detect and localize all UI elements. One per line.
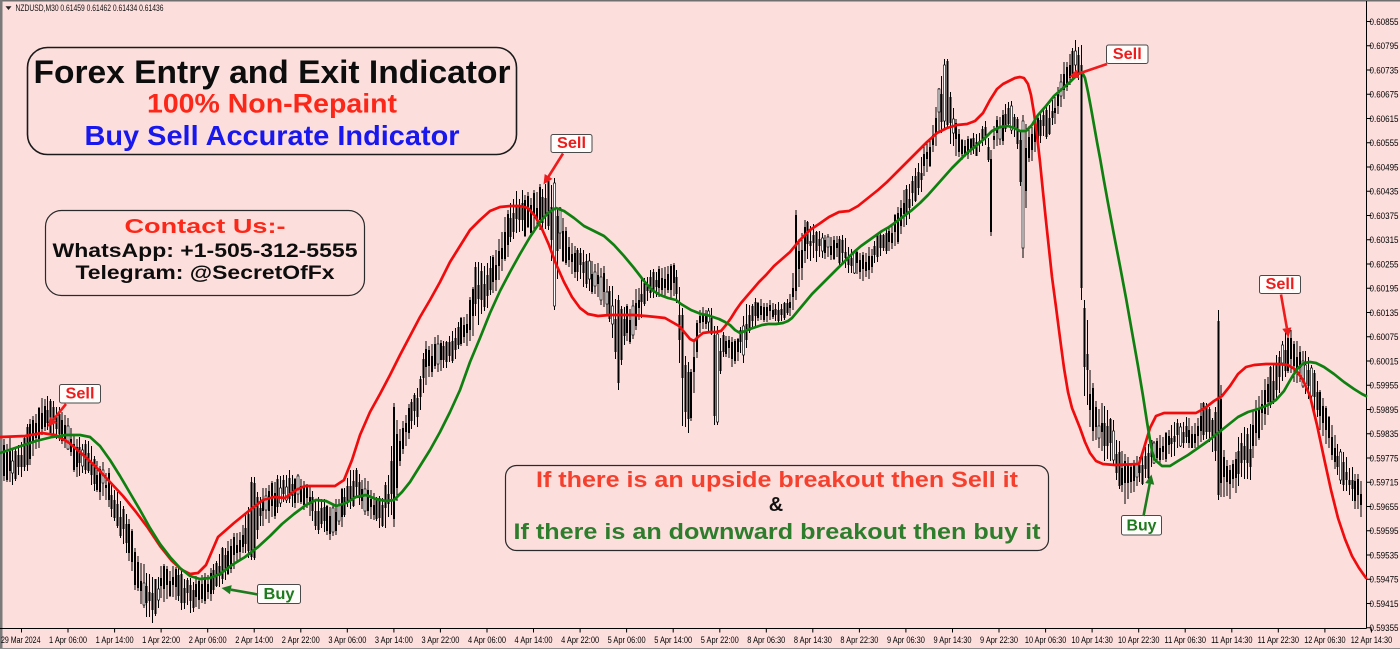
svg-text:Sell: Sell (66, 386, 95, 403)
svg-text:5 Apr 14:00: 5 Apr 14:00 (654, 635, 692, 646)
svg-text:0.59655: 0.59655 (1370, 502, 1399, 513)
svg-text:9 Apr 14:30: 9 Apr 14:30 (934, 635, 972, 646)
svg-text:0.59955: 0.59955 (1370, 381, 1399, 392)
svg-text:If there is an upside breakout: If there is an upside breakout then Sell… (536, 467, 1019, 492)
svg-text:0.60315: 0.60315 (1370, 235, 1399, 246)
svg-text:9 Apr 06:30: 9 Apr 06:30 (887, 635, 925, 646)
svg-text:0.59595: 0.59595 (1370, 526, 1399, 537)
svg-text:0.60075: 0.60075 (1370, 332, 1399, 343)
svg-text:0.59775: 0.59775 (1370, 453, 1399, 464)
svg-text:11 Apr 22:30: 11 Apr 22:30 (1258, 635, 1299, 646)
svg-text:Telegram: @SecretOfFx: Telegram: @SecretOfFx (76, 263, 336, 284)
svg-text:1 Apr 06:00: 1 Apr 06:00 (49, 635, 87, 646)
svg-text:4 Apr 06:00: 4 Apr 06:00 (468, 635, 506, 646)
svg-text:Sell: Sell (1266, 276, 1295, 293)
svg-text:0.60855: 0.60855 (1370, 17, 1399, 28)
svg-text:4 Apr 22:00: 4 Apr 22:00 (561, 635, 599, 646)
svg-text:&: & (769, 494, 783, 516)
svg-text:0.59535: 0.59535 (1370, 550, 1399, 561)
svg-text:0.60135: 0.60135 (1370, 308, 1399, 319)
svg-text:8 Apr 22:30: 8 Apr 22:30 (840, 635, 878, 646)
svg-text:0.60375: 0.60375 (1370, 211, 1399, 222)
svg-text:100% Non-Repaint: 100% Non-Repaint (147, 89, 397, 119)
svg-text:0.60255: 0.60255 (1370, 259, 1399, 270)
svg-text:0.60675: 0.60675 (1370, 90, 1399, 101)
svg-text:11 Apr 14:30: 11 Apr 14:30 (1211, 635, 1252, 646)
svg-text:WhatsApp: +1-505-312-5555: WhatsApp: +1-505-312-5555 (53, 241, 359, 262)
svg-text:Buy Sell Accurate Indicator: Buy Sell Accurate Indicator (85, 120, 460, 151)
svg-text:0.60795: 0.60795 (1370, 41, 1399, 52)
svg-text:Contact Us:-: Contact Us:- (125, 216, 286, 238)
svg-text:2 Apr 14:00: 2 Apr 14:00 (235, 635, 273, 646)
svg-text:1 Apr 14:00: 1 Apr 14:00 (96, 635, 134, 646)
svg-text:0.59895: 0.59895 (1370, 405, 1399, 416)
svg-text:0.60015: 0.60015 (1370, 356, 1399, 367)
svg-text:0.59835: 0.59835 (1370, 429, 1399, 440)
svg-text:12 Apr 14:30: 12 Apr 14:30 (1351, 635, 1392, 646)
svg-text:Buy: Buy (1127, 518, 1157, 535)
svg-text:10 Apr 06:30: 10 Apr 06:30 (1025, 635, 1066, 646)
svg-text:0.60735: 0.60735 (1370, 65, 1399, 76)
svg-text:Forex Entry and Exit Indicator: Forex Entry and Exit Indicator (34, 54, 511, 90)
svg-text:2 Apr 22:00: 2 Apr 22:00 (282, 635, 320, 646)
svg-text:4 Apr 14:00: 4 Apr 14:00 (515, 635, 553, 646)
svg-text:0.60435: 0.60435 (1370, 187, 1399, 198)
svg-text:0.60495: 0.60495 (1370, 162, 1399, 173)
svg-text:3 Apr 14:00: 3 Apr 14:00 (375, 635, 413, 646)
svg-text:0.60555: 0.60555 (1370, 138, 1399, 149)
svg-text:0.60195: 0.60195 (1370, 284, 1399, 295)
svg-text:Sell: Sell (1113, 46, 1142, 63)
svg-text:9 Apr 22:30: 9 Apr 22:30 (980, 635, 1018, 646)
svg-text:If there is an downward breako: If there is an downward breakout then bu… (514, 519, 1042, 544)
svg-text:12 Apr 06:30: 12 Apr 06:30 (1304, 635, 1345, 646)
svg-text:0.59715: 0.59715 (1370, 478, 1399, 489)
svg-text:5 Apr 22:00: 5 Apr 22:00 (701, 635, 739, 646)
svg-text:5 Apr 06:00: 5 Apr 06:00 (608, 635, 646, 646)
svg-text:1 Apr 22:00: 1 Apr 22:00 (142, 635, 180, 646)
svg-text:3 Apr 06:00: 3 Apr 06:00 (328, 635, 366, 646)
svg-text:8 Apr 14:30: 8 Apr 14:30 (794, 635, 832, 646)
svg-text:2 Apr 06:00: 2 Apr 06:00 (189, 635, 227, 646)
svg-text:Sell: Sell (557, 135, 586, 152)
svg-text:0.59355: 0.59355 (1370, 623, 1399, 634)
svg-text:0.60615: 0.60615 (1370, 114, 1399, 125)
svg-text:Buy: Buy (264, 586, 295, 603)
svg-text:0.59475: 0.59475 (1370, 575, 1399, 586)
svg-text:NZDUSD,M30 0.61459 0.61462 0.: NZDUSD,M30 0.61459 0.61462 0.61434 0.614… (16, 3, 164, 13)
svg-text:0.59415: 0.59415 (1370, 599, 1399, 610)
svg-text:11 Apr 06:30: 11 Apr 06:30 (1165, 635, 1206, 646)
svg-text:10 Apr 14:30: 10 Apr 14:30 (1071, 635, 1112, 646)
svg-text:29 Mar 2024: 29 Mar 2024 (1, 635, 41, 646)
svg-text:10 Apr 22:30: 10 Apr 22:30 (1118, 635, 1159, 646)
svg-text:8 Apr 06:30: 8 Apr 06:30 (747, 635, 785, 646)
svg-text:3 Apr 22:00: 3 Apr 22:00 (421, 635, 459, 646)
